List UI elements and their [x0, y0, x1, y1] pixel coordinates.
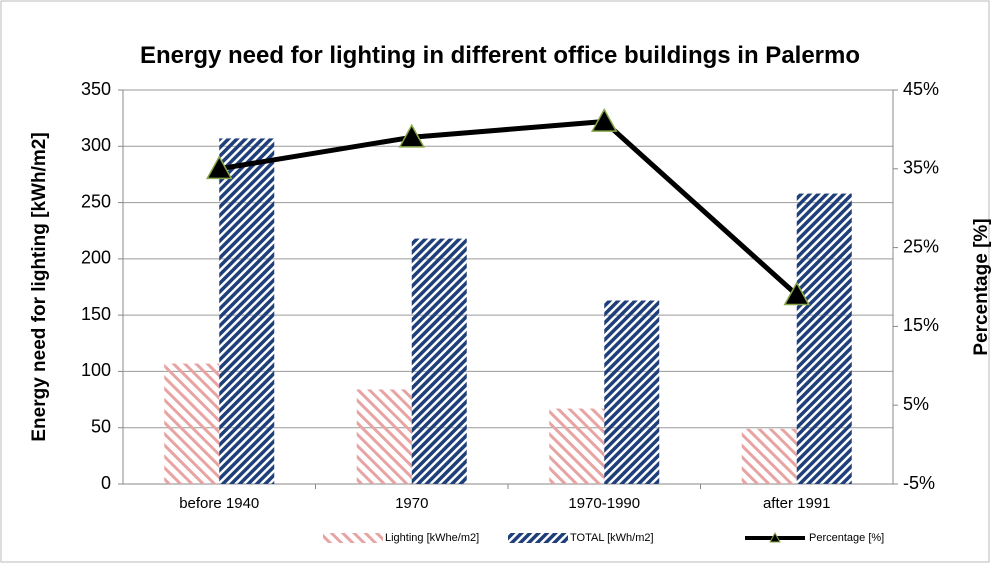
y-tick-label: 150: [81, 304, 111, 324]
marker: [783, 281, 811, 306]
bar: [604, 300, 660, 484]
legend-label: Percentage [%]: [809, 532, 884, 544]
legend-swatch: [508, 533, 568, 543]
legend-label: Lighting [kWhe/m2]: [385, 532, 479, 544]
y-axis-label: Energy need for lighting [kWh/m2]: [29, 132, 50, 441]
x-tick-label: 1970: [395, 495, 428, 512]
y-tick-label: 200: [81, 248, 111, 268]
x-tick-label: 1970-1990: [568, 495, 640, 512]
bar: [796, 193, 852, 484]
y2-tick-label: 5%: [903, 394, 929, 414]
y2-axis-label: Percentage [%]: [971, 218, 991, 355]
y2-tick-label: 15%: [903, 315, 939, 335]
chart-title: Energy need for lighting in different of…: [139, 42, 861, 69]
legend-marker: [769, 531, 781, 543]
legend-swatch: [323, 533, 383, 543]
bar: [219, 138, 275, 485]
bar: [356, 389, 412, 484]
y2-tick-label: 45%: [903, 79, 939, 99]
bar: [164, 363, 220, 484]
x-tick-label: before 1940: [179, 495, 259, 512]
marker: [398, 123, 426, 148]
legend-label: TOTAL [kWh/m2]: [570, 532, 654, 544]
line: [218, 119, 799, 297]
y2-tick-label: -5%: [903, 473, 935, 493]
y-tick-label: 300: [81, 135, 111, 155]
y-tick-label: 100: [81, 360, 111, 380]
marker: [205, 155, 233, 180]
bar: [741, 428, 797, 484]
bar: [411, 238, 467, 484]
x-tick-label: after 1991: [763, 495, 831, 512]
y2-tick-label: 35%: [903, 158, 939, 178]
y-tick-label: 50: [91, 416, 111, 436]
y-tick-label: 250: [81, 191, 111, 211]
y2-tick-label: 25%: [903, 236, 939, 256]
bar: [549, 408, 605, 484]
y-tick-label: 350: [81, 79, 111, 99]
y-tick-label: 0: [101, 473, 111, 493]
marker: [590, 107, 618, 132]
